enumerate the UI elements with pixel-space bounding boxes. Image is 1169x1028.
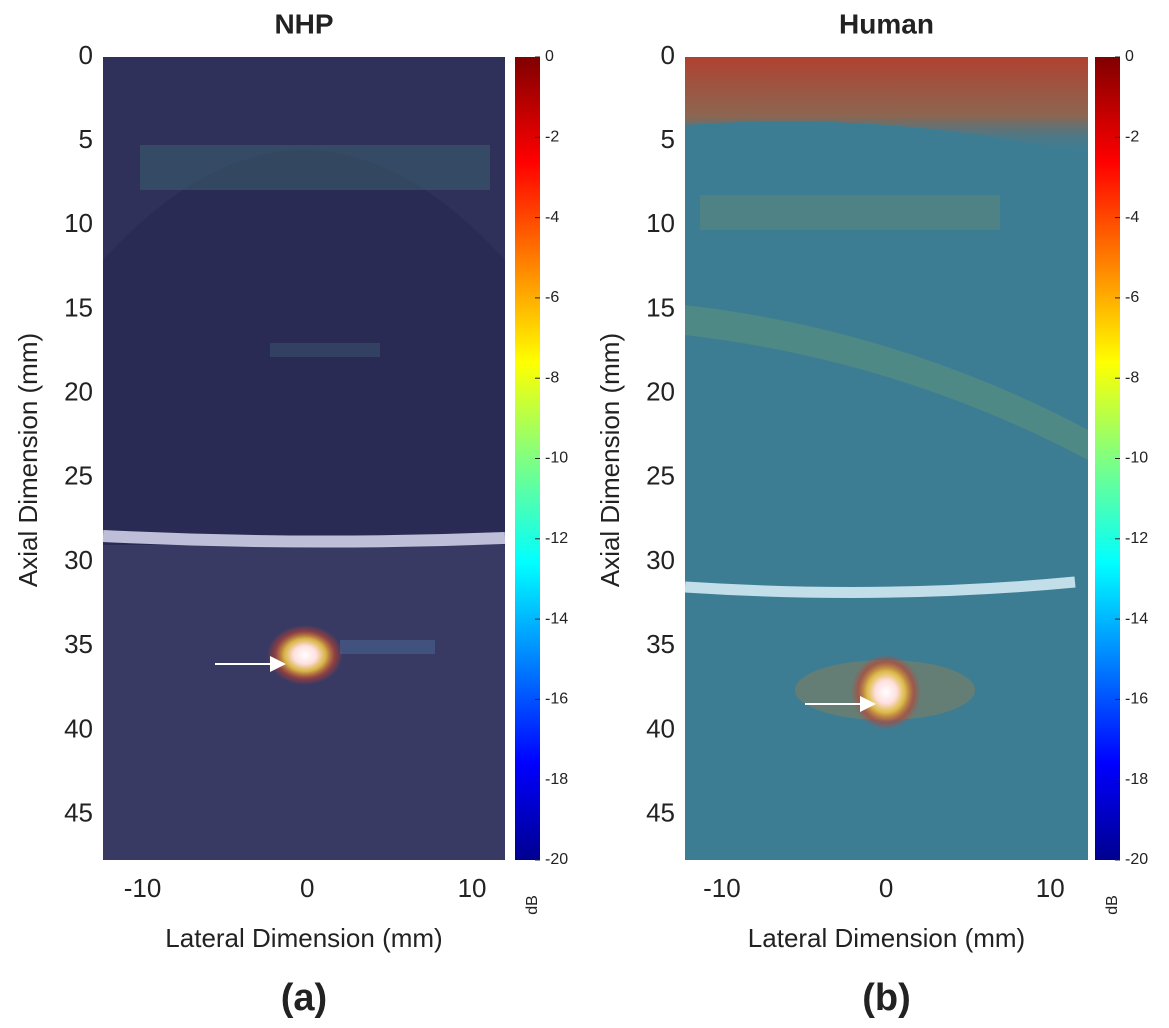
colorbar-tick-label: -16 xyxy=(1125,691,1148,708)
y-axis-label: Axial Dimension (mm) xyxy=(595,333,625,587)
y-tick-label: 25 xyxy=(646,461,675,491)
x-axis-label: Lateral Dimension (mm) xyxy=(748,923,1025,953)
y-tick-label: 40 xyxy=(64,713,93,743)
colorbar-tick-label: -8 xyxy=(1125,369,1139,386)
y-tick-label: 20 xyxy=(646,377,675,407)
colorbar-tick-label: 0 xyxy=(545,48,554,65)
y-tick-label: 0 xyxy=(79,40,93,70)
colorbar-tick-label: -10 xyxy=(1125,450,1148,467)
y-axis-label: Axial Dimension (mm) xyxy=(13,333,43,587)
y-tick-label: 35 xyxy=(646,629,675,659)
colorbar-tick-label: -12 xyxy=(545,530,568,547)
colorbar-tick-label: -20 xyxy=(1125,851,1148,868)
y-tick-label: 45 xyxy=(646,797,675,827)
x-tick-label: -10 xyxy=(703,873,741,903)
colorbar-tick-label: -6 xyxy=(545,289,559,306)
panel-title: NHP xyxy=(274,8,333,39)
y-tick-label: 0 xyxy=(661,40,675,70)
y-tick-label: 5 xyxy=(661,124,675,154)
colorbar-tick-label: -18 xyxy=(1125,771,1148,788)
y-tick-label: 5 xyxy=(79,124,93,154)
colorbar-tick-label: 0 xyxy=(1125,48,1134,65)
panel-title: Human xyxy=(839,8,934,39)
panel-caption: (b) xyxy=(862,977,911,1019)
x-tick-label: 0 xyxy=(300,873,314,903)
image-a xyxy=(102,57,506,860)
x-tick-label: 10 xyxy=(1036,873,1065,903)
colorbar-tick-label: -20 xyxy=(545,851,568,868)
y-tick-label: 40 xyxy=(646,713,675,743)
colorbar-tick-label: -6 xyxy=(1125,289,1139,306)
colorbar-tick-label: -16 xyxy=(545,691,568,708)
colorbar-tick-label: -12 xyxy=(1125,530,1148,547)
x-axis-label: Lateral Dimension (mm) xyxy=(165,923,442,953)
colorbar-tick-label: -14 xyxy=(1125,610,1148,627)
colorbar-tick-label: -18 xyxy=(545,771,568,788)
y-tick-label: 10 xyxy=(64,208,93,238)
y-tick-label: 20 xyxy=(64,377,93,407)
colorbar-tick-label: -8 xyxy=(545,369,559,386)
x-tick-label: 0 xyxy=(879,873,893,903)
colorbar-tick-label: -2 xyxy=(545,129,559,146)
colorbar-label: dB xyxy=(524,895,541,915)
y-tick-label: 30 xyxy=(646,545,675,575)
image-b xyxy=(684,57,1088,860)
y-tick-label: 45 xyxy=(64,797,93,827)
y-tick-label: 15 xyxy=(646,292,675,322)
y-tick-label: 10 xyxy=(646,208,675,238)
y-tick-label: 35 xyxy=(64,629,93,659)
colorbar-tick-label: -2 xyxy=(1125,129,1139,146)
x-tick-label: -10 xyxy=(124,873,162,903)
x-tick-label: 10 xyxy=(458,873,487,903)
colorbar-tick-label: -10 xyxy=(545,450,568,467)
colorbar-label: dB xyxy=(1104,895,1121,915)
y-tick-label: 15 xyxy=(64,292,93,322)
colorbar-tick-label: -4 xyxy=(545,209,559,226)
y-tick-label: 25 xyxy=(64,461,93,491)
colorbar-tick-label: -4 xyxy=(1125,209,1139,226)
y-tick-label: 30 xyxy=(64,545,93,575)
panel-caption: (a) xyxy=(281,977,327,1019)
colorbar-tick-label: -14 xyxy=(545,610,568,627)
